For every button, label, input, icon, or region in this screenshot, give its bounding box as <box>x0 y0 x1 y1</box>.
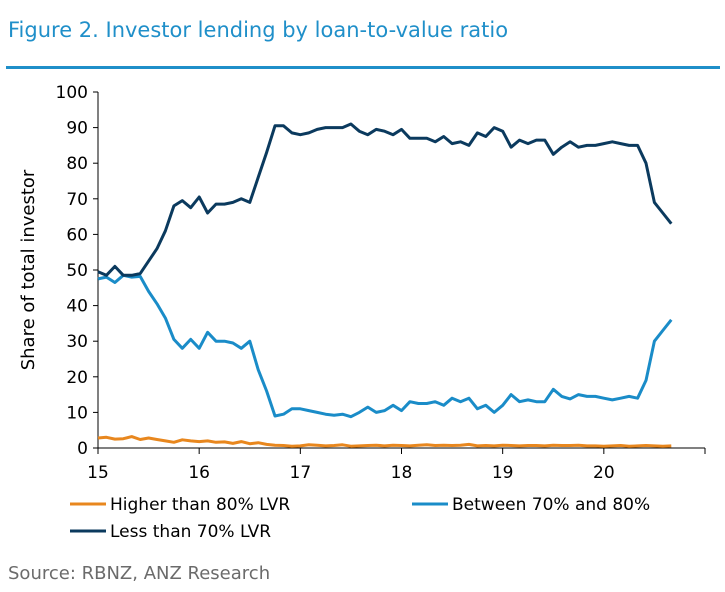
y-tick-label: 0 <box>77 439 88 459</box>
y-tick-label: 60 <box>66 225 88 245</box>
legend: Higher than 80% LVR Between 70% and 80% Le… <box>70 495 650 542</box>
y-tick-label: 70 <box>66 190 88 210</box>
y-tick-label: 10 <box>66 403 88 423</box>
x-tick-label: 19 <box>492 463 514 483</box>
series-line-less <box>97 122 673 277</box>
x-tick-label: 18 <box>391 463 413 483</box>
y-tick-label: 50 <box>66 261 88 281</box>
x-tick-label: 16 <box>188 463 210 483</box>
series-line-higher <box>97 435 672 448</box>
legend-label-between: Between 70% and 80% <box>452 495 650 515</box>
source-note: Source: RBNZ, ANZ Research <box>8 563 271 584</box>
line-chart: 0 10 20 30 40 50 60 70 80 90 100 15 16 17 18 19 20 Share … <box>18 83 706 542</box>
y-tick-label: 90 <box>66 119 88 139</box>
y-tick-label: 30 <box>66 332 88 352</box>
x-tick-label: 15 <box>87 463 109 483</box>
y-axis-label: Share of total investor <box>18 169 39 370</box>
x-tick-label: 17 <box>290 463 312 483</box>
x-tick-label: 20 <box>593 463 615 483</box>
title-divider <box>6 66 720 69</box>
axes: 0 10 20 30 40 50 60 70 80 90 100 15 16 17 18 19 20 Share … <box>18 83 706 483</box>
legend-label-less: Less than 70% LVR <box>110 522 271 542</box>
chart-title: Figure 2. Investor lending by loan-to-va… <box>8 18 509 42</box>
legend-label-higher: Higher than 80% LVR <box>110 495 290 515</box>
y-tick-label: 80 <box>66 154 88 174</box>
y-tick-label: 100 <box>56 83 88 103</box>
y-tick-label: 40 <box>66 297 88 317</box>
series-layer <box>97 122 673 448</box>
series-line-between <box>97 273 673 419</box>
y-tick-label: 20 <box>66 368 88 388</box>
